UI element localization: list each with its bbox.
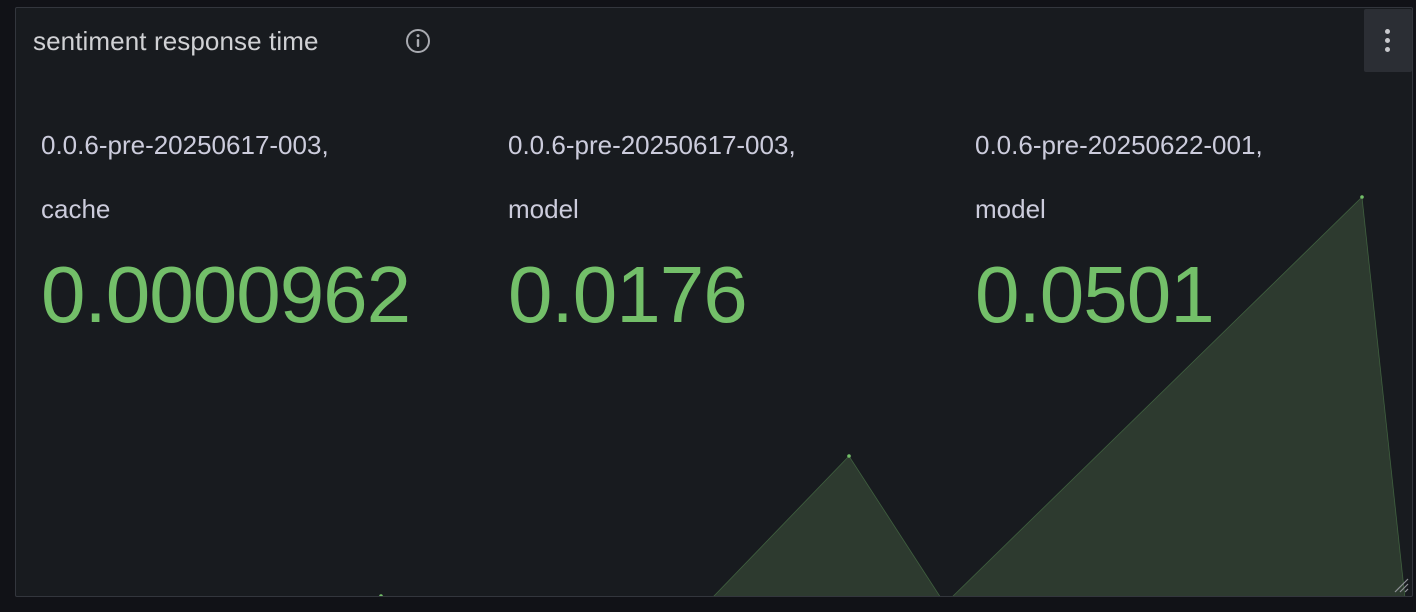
kebab-menu-dot bbox=[1385, 47, 1390, 52]
stat-item-model-0622: 0.0.6-pre-20250622-001, model 0.0501 bbox=[975, 97, 1412, 339]
stat-label-line: 0.0.6-pre-20250622-001, bbox=[975, 130, 1263, 160]
sparkline-layer bbox=[379, 195, 1406, 596]
info-circle-icon[interactable] bbox=[405, 28, 431, 54]
stat-item-cache-0617: 0.0.6-pre-20250617-003, cache 0.0000962 bbox=[41, 97, 501, 337]
sparkline-peak-model-0622 bbox=[1360, 195, 1364, 199]
sparkline-peak-model-0617 bbox=[847, 454, 851, 458]
stat-panel: sentiment response time 0.0.6-pre-202506… bbox=[15, 7, 1413, 597]
panel-title: sentiment response time bbox=[33, 26, 319, 56]
stat-label-line: cache bbox=[41, 194, 111, 224]
stat-label-line: 0.0.6-pre-20250617-003, bbox=[41, 130, 329, 160]
panel-menu-button[interactable] bbox=[1364, 9, 1412, 72]
kebab-menu-dot bbox=[1385, 38, 1390, 43]
stat-item-model-0617: 0.0.6-pre-20250617-003, model 0.0176 bbox=[508, 97, 968, 337]
stat-label-line: model bbox=[975, 194, 1046, 224]
stat-label: 0.0.6-pre-20250617-003, model bbox=[508, 97, 968, 257]
sparkline-point-cache-0617 bbox=[379, 594, 383, 596]
stat-value: 0.0000962 bbox=[41, 250, 411, 339]
resize-handle-icon[interactable] bbox=[1393, 577, 1409, 593]
stat-label-line: model bbox=[508, 194, 579, 224]
panel-header: sentiment response time bbox=[16, 8, 1412, 74]
stat-label: 0.0.6-pre-20250617-003, cache bbox=[41, 97, 501, 257]
stat-value: 0.0176 bbox=[508, 250, 748, 339]
sparkline-area-model-0622 bbox=[953, 197, 1405, 596]
stat-label-line: 0.0.6-pre-20250617-003, bbox=[508, 130, 796, 160]
stat-label: 0.0.6-pre-20250622-001, model bbox=[975, 97, 1412, 257]
kebab-menu-icon bbox=[1385, 29, 1390, 34]
stat-value: 0.0501 bbox=[975, 250, 1215, 339]
sparkline-area-model-0617 bbox=[713, 456, 940, 596]
